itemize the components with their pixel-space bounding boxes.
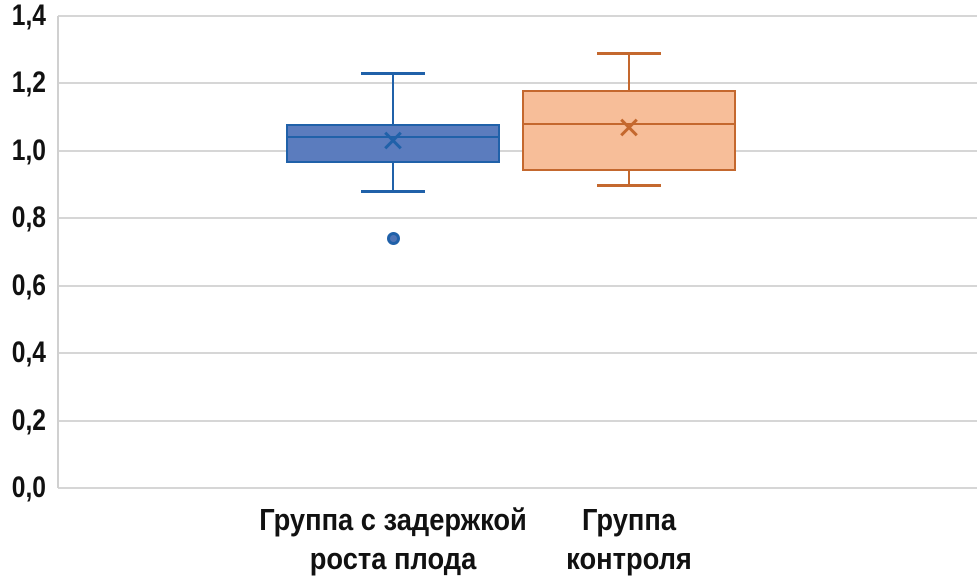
gridline [58,149,977,152]
y-axis-tick-label: 0,2 [11,403,47,437]
x-axis-category-label: Группа с задержкой роста плода [208,500,578,578]
y-axis-tick-label: 0,4 [11,336,47,370]
gridline [58,217,977,220]
x-axis-category-label-line: Группа с задержкой [259,502,527,537]
gridline [58,487,977,489]
upper-whisker-cap [597,52,661,56]
gridline [58,352,977,355]
lower-whisker-stem [628,171,630,185]
x-axis-category-label-line: роста плода [309,541,477,576]
gridline [58,419,977,422]
mean-x-marker [618,116,640,138]
y-axis-tick-label: 0,6 [11,268,47,302]
x-axis-category-label-line: Группа [581,502,677,537]
gridline [58,15,977,17]
x-axis-category-label: Группа контроля [444,500,814,578]
x-axis-category-label-line: контроля [566,541,692,576]
upper-whisker-stem [392,73,394,124]
gridline [58,82,977,85]
outlier-point [386,232,400,245]
y-axis-tick-label: 1,0 [11,133,47,167]
gridline [58,284,977,287]
lower-whisker-stem [392,162,394,192]
upper-whisker-cap [361,72,425,76]
lower-whisker-cap [361,190,425,194]
y-axis-line [57,16,59,488]
mean-x-marker [382,130,404,152]
y-axis-tick-label: 1,2 [11,66,47,100]
lower-whisker-cap [597,183,661,187]
y-axis-tick-label: 0,8 [11,201,47,235]
iqr-box [286,123,500,163]
upper-whisker-stem [628,53,630,91]
y-axis-tick-label: 1,4 [11,0,47,32]
y-axis-tick-label: 0,0 [11,471,47,504]
